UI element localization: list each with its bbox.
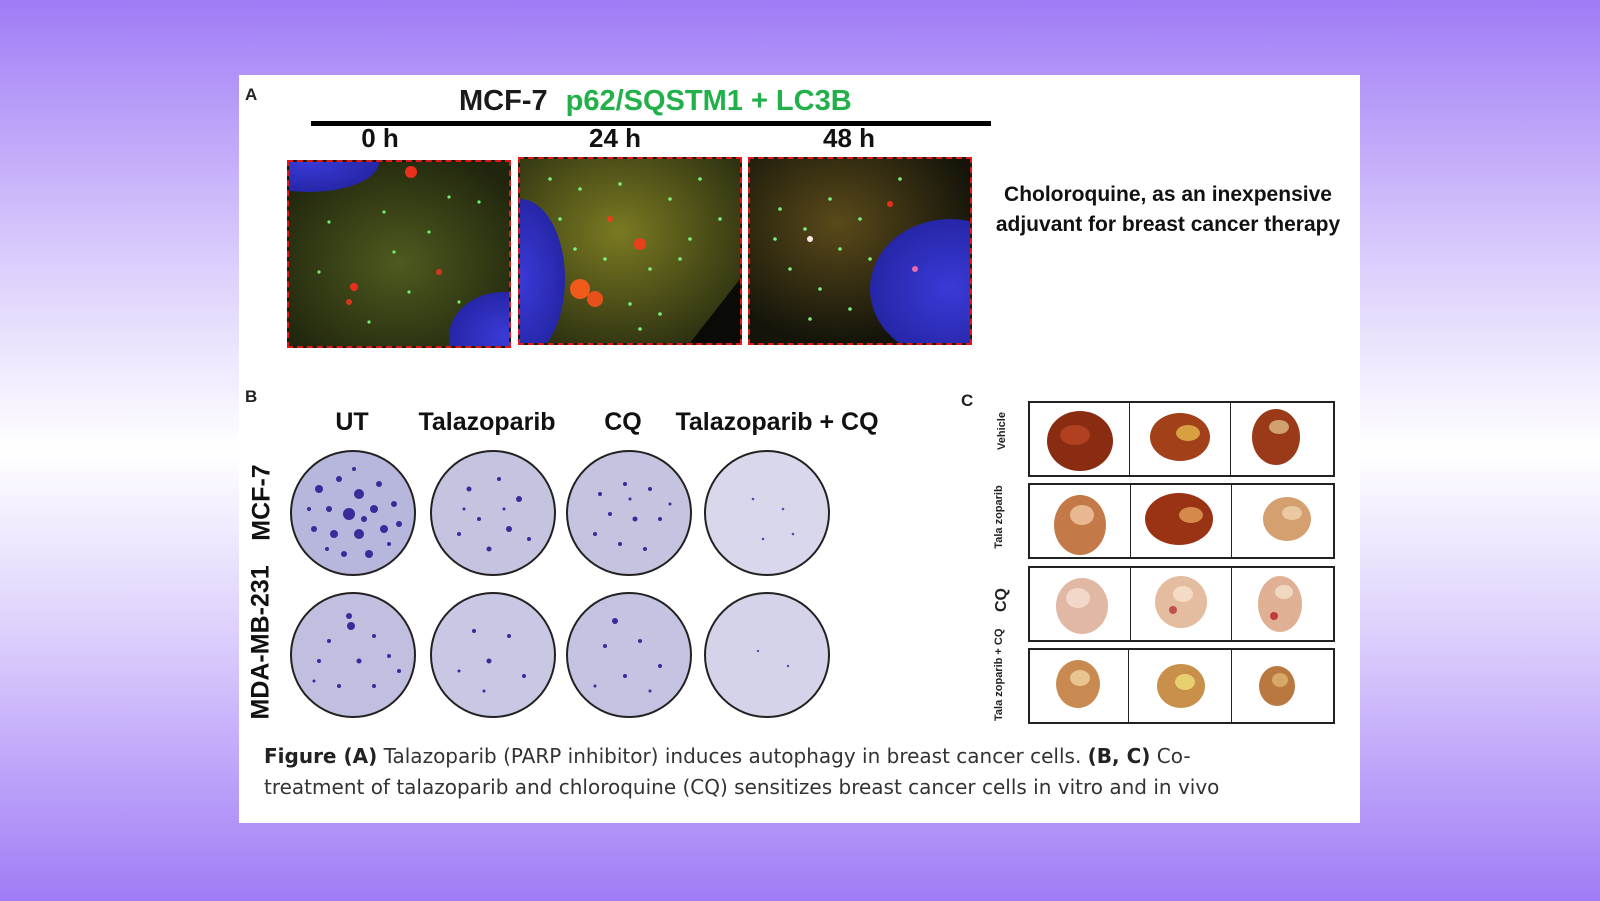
- row-label: MCF-7: [247, 464, 276, 541]
- micrograph-0h: [287, 160, 511, 348]
- colony-dish-cq-mcf7: [565, 449, 693, 577]
- column-header: Talazoparib: [418, 408, 556, 436]
- row-label: Tala zoparib + CQ: [993, 628, 1005, 721]
- colony-dish-image: [430, 592, 556, 718]
- tumor-image: [1232, 568, 1331, 640]
- column-header: CQ: [604, 408, 642, 436]
- tumor-image: [1232, 485, 1331, 557]
- row-label: CQ: [993, 588, 1010, 612]
- tumor-image: [1131, 568, 1232, 640]
- caption-label-a: Figure (A): [264, 744, 378, 768]
- colony-dish-image: [704, 592, 830, 718]
- micrograph-24h-image: [520, 159, 740, 343]
- row-label: MDA-MB-231: [246, 565, 275, 720]
- colony-dish-image: [290, 450, 416, 576]
- panel-a-rule: [311, 121, 991, 126]
- panel-a-letter: A: [245, 85, 258, 104]
- figure-caption: Figure (A) Talazoparib (PARP inhibitor) …: [264, 741, 1344, 803]
- side-note: Choloroquine, as an inexpensive adjuvant…: [978, 180, 1358, 240]
- micrograph-24h: [518, 157, 742, 345]
- colony-dish-talazoparib-mcf7: [429, 449, 557, 577]
- tumor-image: [1030, 485, 1131, 557]
- colony-dish-image: [430, 450, 556, 576]
- panel-a-title: MCF-7 p62/SQSTM1 + LC3B: [459, 85, 852, 118]
- tumor-image: [1030, 650, 1129, 722]
- colony-dish-image: [290, 592, 416, 718]
- panel-b-letter: B: [245, 387, 258, 406]
- colony-dish-ut-mcf7: [289, 449, 417, 577]
- tumor-image: [1130, 403, 1231, 475]
- micrograph-48h-image: [750, 159, 970, 343]
- side-note-line2: adjuvant for breast cancer therapy: [995, 213, 1341, 236]
- tumor-row-combo: [1028, 648, 1335, 724]
- column-header: Talazoparib + CQ: [675, 408, 879, 436]
- colony-dish-image: [566, 592, 692, 718]
- micrograph-48h: [748, 157, 972, 345]
- tumor-row-vehicle: [1028, 401, 1335, 477]
- colony-dish-image: [566, 450, 692, 576]
- caption-label-bc: (B, C): [1087, 744, 1151, 768]
- timepoint-label: 24 h: [588, 123, 642, 153]
- colony-dish-combo-mda: [703, 591, 831, 719]
- colony-dish-image: [704, 450, 830, 576]
- colony-dish-talazoparib-mda: [429, 591, 557, 719]
- row-label: Vehicle: [996, 412, 1008, 450]
- colony-dish-ut-mda: [289, 591, 417, 719]
- colony-dish-cq-mda: [565, 591, 693, 719]
- tumor-row-talazoparib: [1028, 483, 1335, 559]
- caption-text-a: Talazoparib (PARP inhibitor) induces aut…: [377, 744, 1088, 768]
- panel-a-cell-line: MCF-7: [459, 85, 548, 117]
- tumor-image: [1030, 403, 1130, 475]
- figure-panel: A MCF-7 p62/SQSTM1 + LC3B 0 h 24 h 48 h: [239, 75, 1360, 823]
- side-note-line1: Choloroquine, as an inexpensive: [1004, 183, 1332, 206]
- tumor-image: [1231, 403, 1331, 475]
- row-label: Tala zoparib: [993, 485, 1005, 549]
- timepoint-label: 0 h: [361, 123, 399, 153]
- caption-text-bc1: Co-: [1150, 744, 1191, 768]
- tumor-row-cq: [1028, 566, 1335, 642]
- timepoint-label: 48 h: [822, 123, 876, 153]
- tumor-image: [1131, 485, 1232, 557]
- micrograph-0h-image: [289, 162, 509, 346]
- panel-c-letter: C: [961, 391, 974, 410]
- tumor-image: [1129, 650, 1232, 722]
- tumor-image: [1030, 568, 1131, 640]
- panel-a-markers: p62/SQSTM1 + LC3B: [565, 85, 852, 117]
- caption-text-bc2: treatment of talazoparib and chloroquine…: [264, 775, 1220, 799]
- colony-dish-combo-mcf7: [703, 449, 831, 577]
- tumor-image: [1232, 650, 1331, 722]
- column-header: UT: [335, 408, 369, 436]
